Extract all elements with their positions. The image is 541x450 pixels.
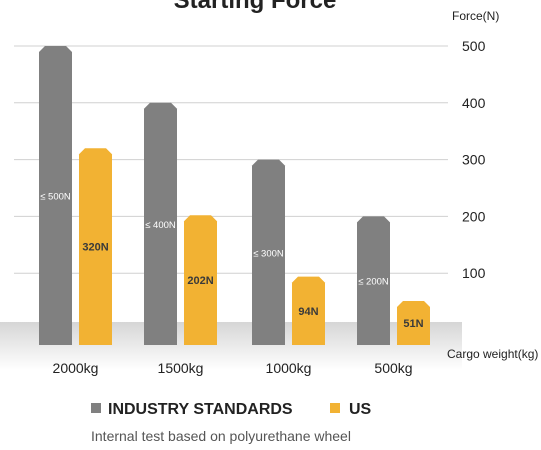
y-tick-label: 300 [462,152,486,168]
legend-swatch-industry [91,403,101,413]
industry-value-label: ≤ 200N [358,277,389,288]
y-tick-label: 100 [462,265,486,281]
industry-value-label: ≤ 500N [40,192,71,203]
y-tick-label: 500 [462,38,486,54]
us-value-label: 202N [187,275,213,287]
us-bar [79,148,112,345]
industry-bar [252,159,285,345]
x-axis-title: Cargo weight(kg) [447,347,538,361]
legend-label-us: US [349,401,372,418]
industry-bar [357,216,390,345]
y-axis-ticks: 100 200 300 400 500 [462,38,486,281]
industry-value-label: ≤ 300N [253,248,284,259]
bars: ≤ 500N 320N ≤ 400N 202N ≤ 300N 94N ≤ 200N 51N [39,46,430,345]
x-axis-categories: 2000kg 1500kg 1000kg 500kg [53,360,413,376]
us-bar [397,301,430,345]
us-bar [184,215,217,345]
legend-label-industry: INDUSTRY STANDARDS [108,401,293,418]
industry-bar [39,46,72,345]
industry-bar [144,102,177,345]
us-value-label: 94N [298,306,318,318]
y-axis-title: Force(N) [452,9,499,23]
y-tick-label: 400 [462,95,486,111]
us-value-label: 51N [403,318,423,330]
footnote: Internal test based on polyurethane whee… [91,428,351,444]
us-value-label: 320N [82,242,108,254]
x-category-label: 500kg [374,360,412,376]
us-bar [292,276,325,345]
chart-title: Starting Force [174,0,337,14]
x-category-label: 1000kg [266,360,312,376]
legend-swatch-us [330,403,340,413]
x-category-label: 1500kg [158,360,204,376]
x-category-label: 2000kg [53,360,99,376]
y-tick-label: 200 [462,208,486,224]
legend: INDUSTRY STANDARDS US [91,401,372,418]
industry-value-label: ≤ 400N [145,220,176,231]
